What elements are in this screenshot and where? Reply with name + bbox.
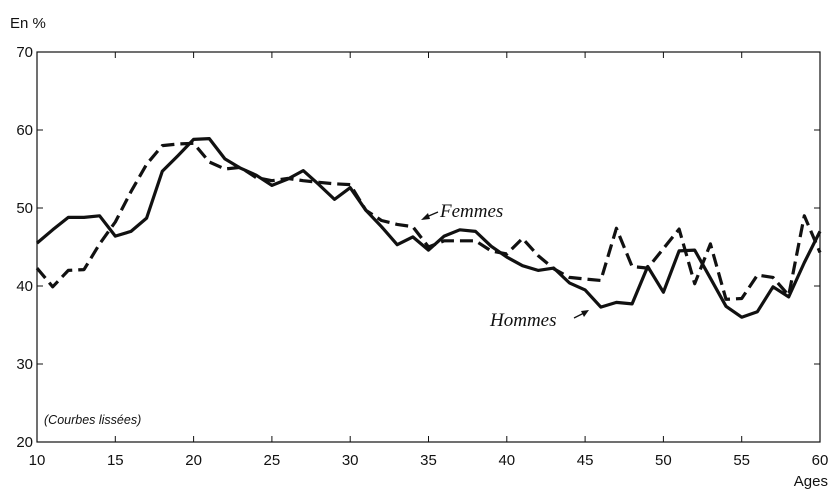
x-tick-label: 20	[185, 452, 202, 469]
axes: 10 15 20 25 30 35 40 45 50 55 60 20 30 40 50 60 70	[16, 44, 828, 469]
y-tick-label: 70	[16, 44, 33, 61]
chart-text: En % Ages (Courbes lissées) Femmes Homme…	[10, 15, 828, 490]
x-tick-label: 35	[420, 452, 437, 469]
y-tick-label: 20	[16, 434, 33, 451]
x-tick-label: 10	[29, 452, 46, 469]
femmes-pointer-head	[421, 213, 430, 220]
series-lines	[35, 137, 822, 319]
y-axis-title: En %	[10, 15, 46, 32]
y-tick-label: 30	[16, 356, 33, 373]
x-tick-label: 60	[812, 452, 829, 469]
x-tick-label: 40	[498, 452, 515, 469]
chart-note: (Courbes lissées)	[44, 413, 141, 427]
series-label-femmes: Femmes	[439, 201, 503, 222]
series-line-hommes	[35, 137, 822, 319]
x-axis-title: Ages	[794, 473, 828, 490]
series-line-femmes	[35, 141, 822, 301]
y-tick-label: 60	[16, 122, 33, 139]
hommes-pointer-head	[581, 310, 589, 317]
x-tick-label: 30	[342, 452, 359, 469]
y-tick-label: 40	[16, 278, 33, 295]
x-tick-label: 55	[733, 452, 750, 469]
x-tick-label: 15	[107, 452, 124, 469]
x-tick-label: 25	[264, 452, 281, 469]
series-label-hommes: Hommes	[489, 310, 557, 331]
x-tick-label: 45	[577, 452, 594, 469]
y-tick-label: 50	[16, 200, 33, 217]
x-tick-label: 50	[655, 452, 672, 469]
